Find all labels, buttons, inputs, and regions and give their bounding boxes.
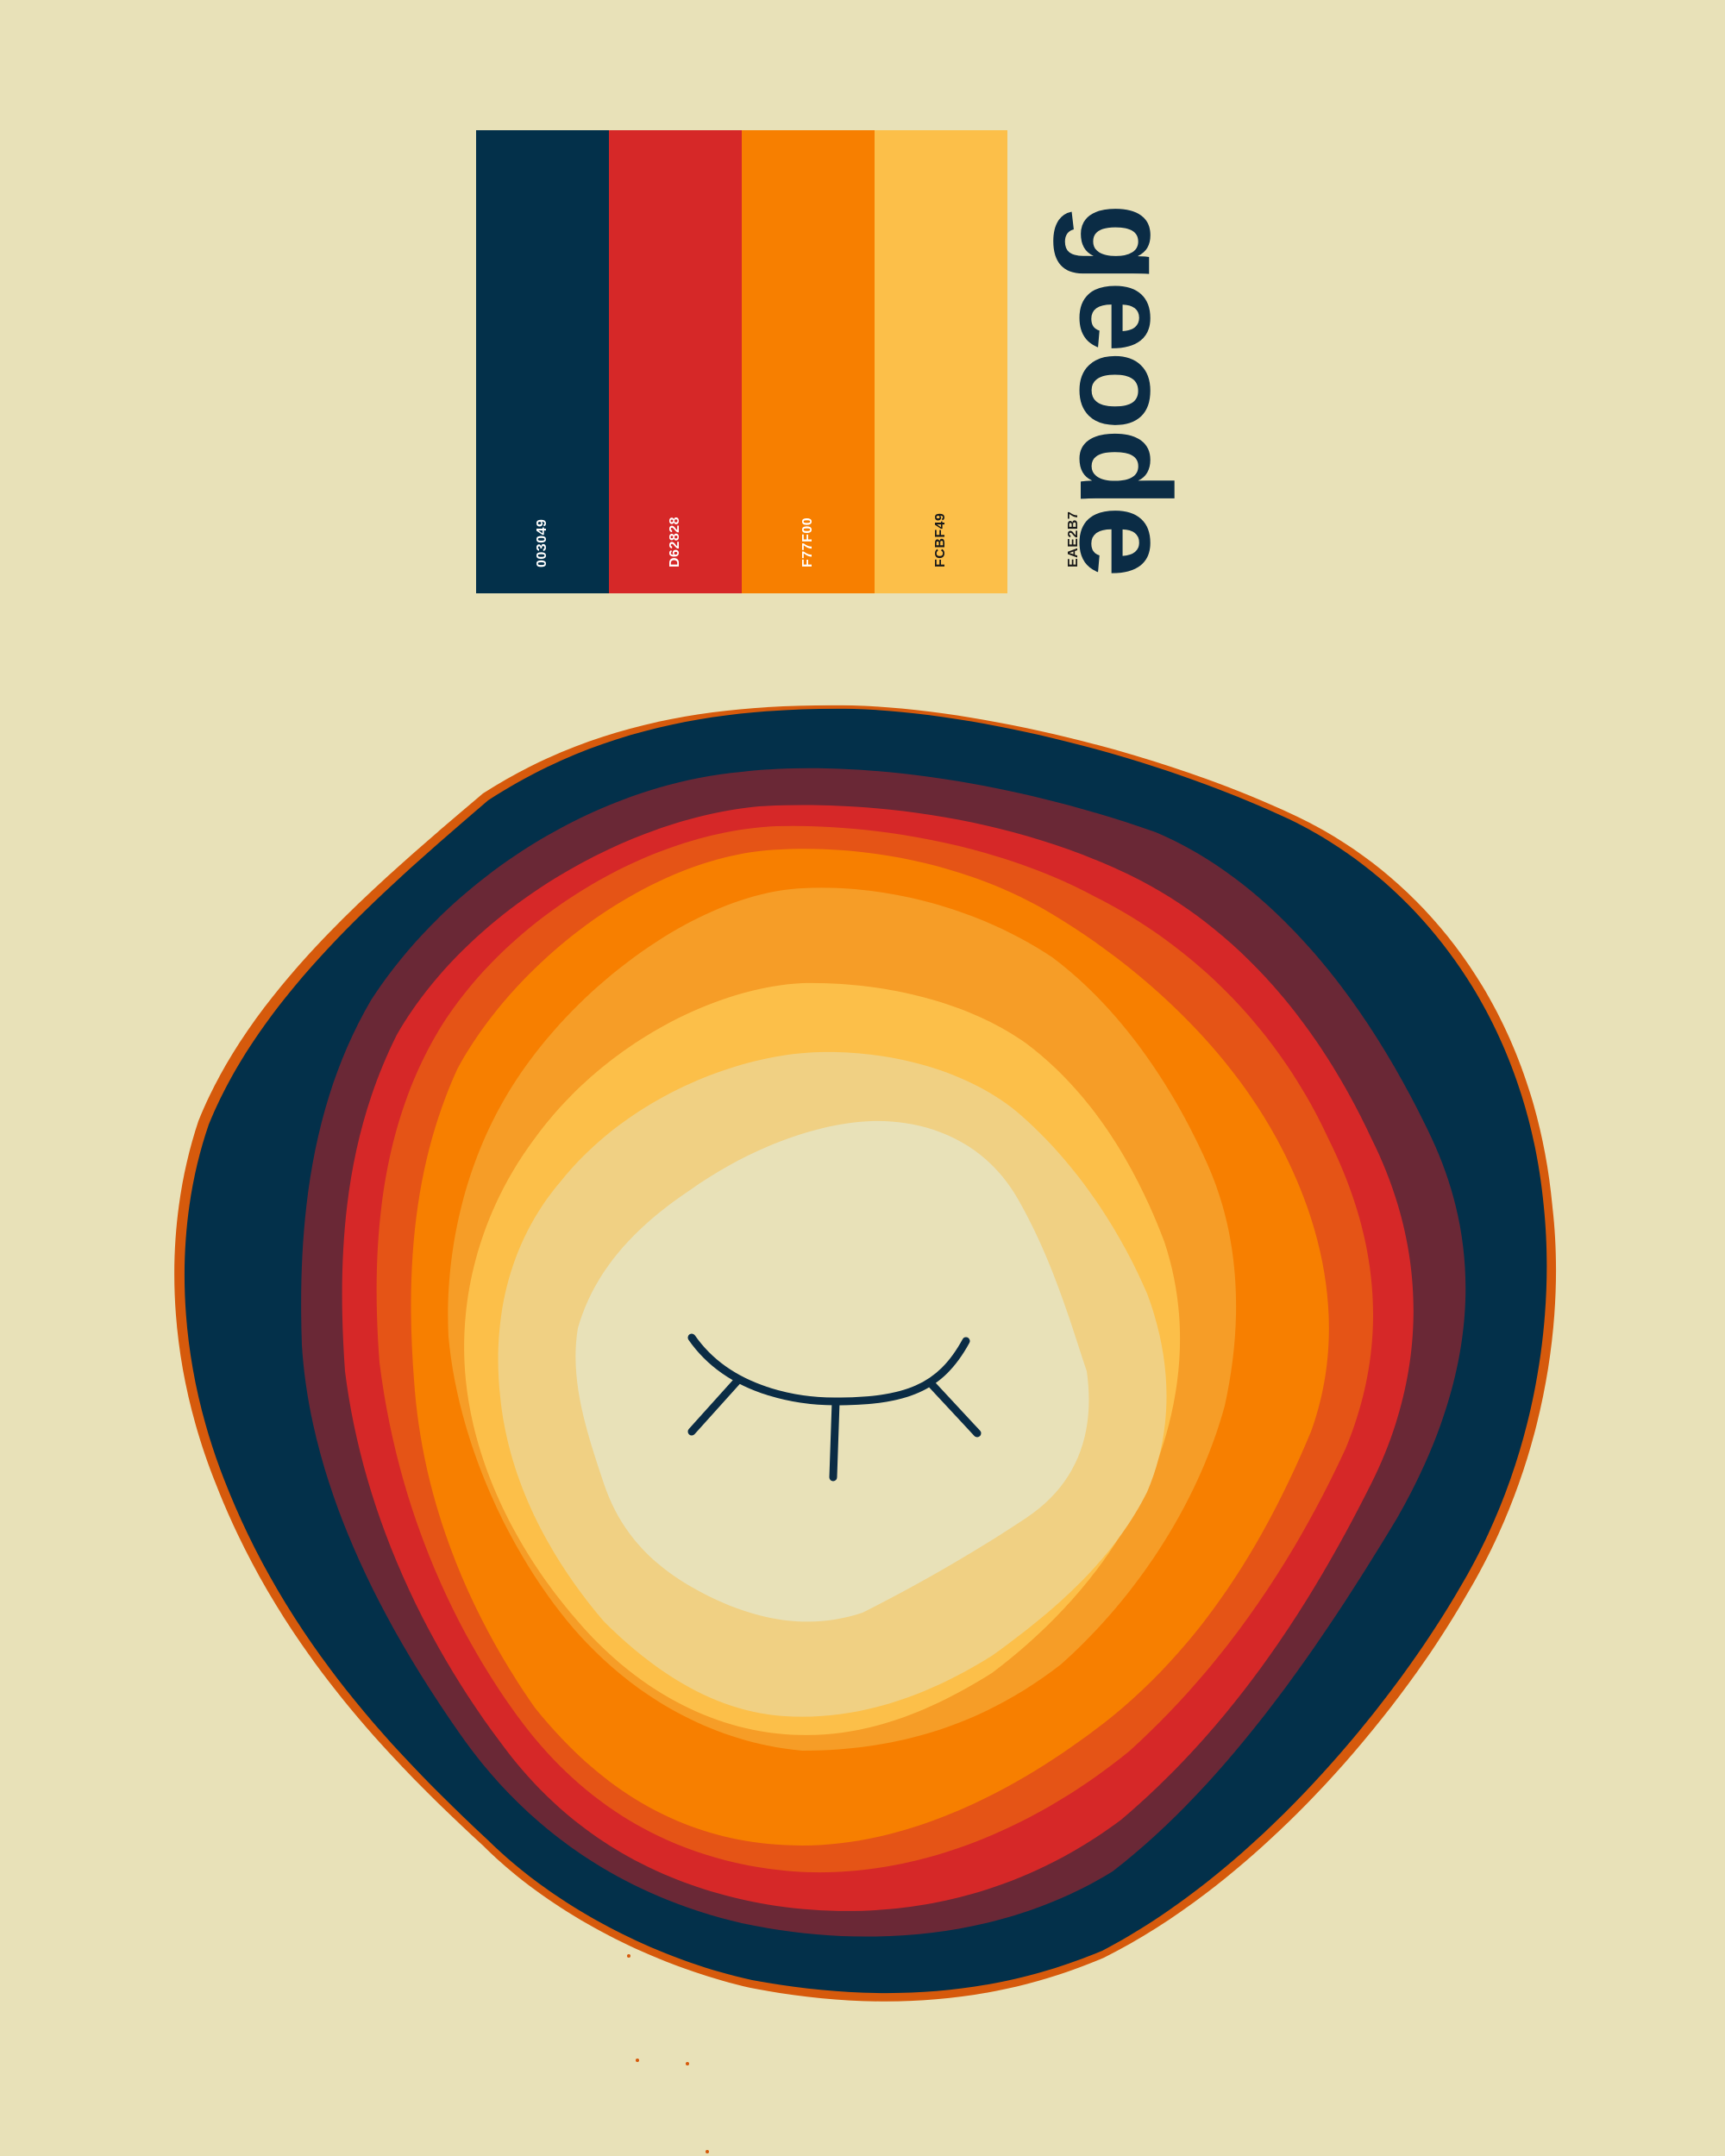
speck [636,2059,639,2062]
speck [706,2150,709,2153]
swatch-navy: 003049 [476,130,609,593]
color-palette: 003049 D62828 F77F00 FCBF49 EAE2B7 [476,130,1140,593]
eyelash-left [687,1376,743,1436]
swatch-red: D62828 [609,130,742,593]
closed-eye-icon [687,1333,982,1482]
speck [627,1954,630,1958]
speck [686,2062,689,2065]
eyelash-middle [829,1397,840,1482]
geode-layer-cream-center [575,1120,1089,1622]
eyelash-right [927,1380,982,1438]
swatch-yellow: FCBF49 [875,130,1007,593]
swatch-orange: F77F00 [742,130,875,593]
